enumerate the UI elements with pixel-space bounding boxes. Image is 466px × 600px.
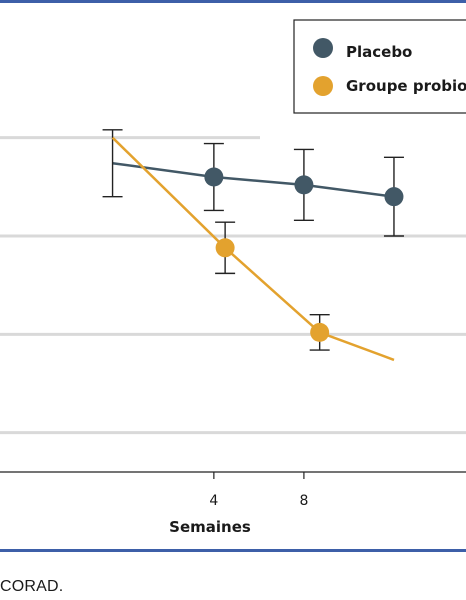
- series-probio: [111, 136, 395, 362]
- data-point-placebo: [294, 175, 314, 195]
- x-tick-label: 4: [209, 493, 218, 509]
- data-point-placebo: [384, 187, 404, 207]
- x-tick-label: 8: [299, 493, 308, 509]
- gridlines: [0, 136, 466, 435]
- series-line-probio: [111, 136, 395, 362]
- legend: Placebo Groupe probio: [293, 19, 466, 114]
- legend-swatch-placebo: [313, 38, 333, 58]
- legend-box: [293, 19, 466, 114]
- data-point-probio: [310, 322, 330, 342]
- series-layer: [102, 129, 404, 362]
- figure-caption: CORAD.: [0, 578, 64, 595]
- legend-label-placebo: Placebo: [346, 43, 412, 61]
- x-axis-title: Semaines: [169, 518, 251, 536]
- data-point-placebo: [204, 167, 224, 187]
- legend-label-probio: Groupe probio: [346, 77, 466, 95]
- series-placebo: [102, 129, 404, 237]
- series-line-placebo: [112, 161, 395, 198]
- legend-swatch-probio: [313, 76, 333, 96]
- data-point-probio: [215, 238, 235, 258]
